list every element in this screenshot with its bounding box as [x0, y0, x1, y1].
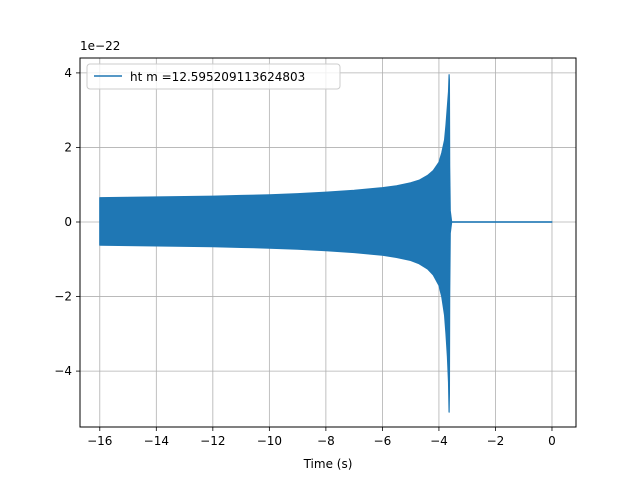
x-tick-label: −8	[317, 434, 335, 448]
y-tick-label: −4	[54, 364, 72, 378]
x-tick-label: −10	[257, 434, 282, 448]
legend-box	[86, 63, 341, 90]
x-axis-ticks: −16 −14 −12 −10 −8 −6 −4 −2 0	[87, 427, 556, 448]
legend-label: ht m =12.595209113624803	[130, 70, 305, 84]
x-tick-label: −4	[430, 434, 448, 448]
x-tick-label: −16	[87, 434, 112, 448]
x-axis-label: Time (s)	[303, 457, 353, 471]
y-axis-ticks: −4 −2 0 2 4	[54, 66, 80, 378]
x-tick-label: −6	[374, 434, 392, 448]
legend: ht m =12.595209113624803	[86, 63, 341, 90]
x-tick-label: −12	[200, 434, 225, 448]
series-layer	[99, 74, 553, 413]
x-tick-label: 0	[548, 434, 556, 448]
x-tick-label: −2	[487, 434, 505, 448]
axes-frame	[79, 57, 577, 428]
y-axis-offset-text: 1e−22	[80, 39, 120, 53]
y-tick-label: 0	[64, 215, 72, 229]
y-tick-label: −2	[54, 290, 72, 304]
plot-area: −16 −14 −12 −10 −8 −6 −4 −2 0 −4 −2 0 2 4	[54, 57, 577, 448]
y-tick-label: 2	[64, 140, 72, 154]
y-tick-label: 4	[64, 66, 72, 80]
x-tick-label: −14	[144, 434, 169, 448]
